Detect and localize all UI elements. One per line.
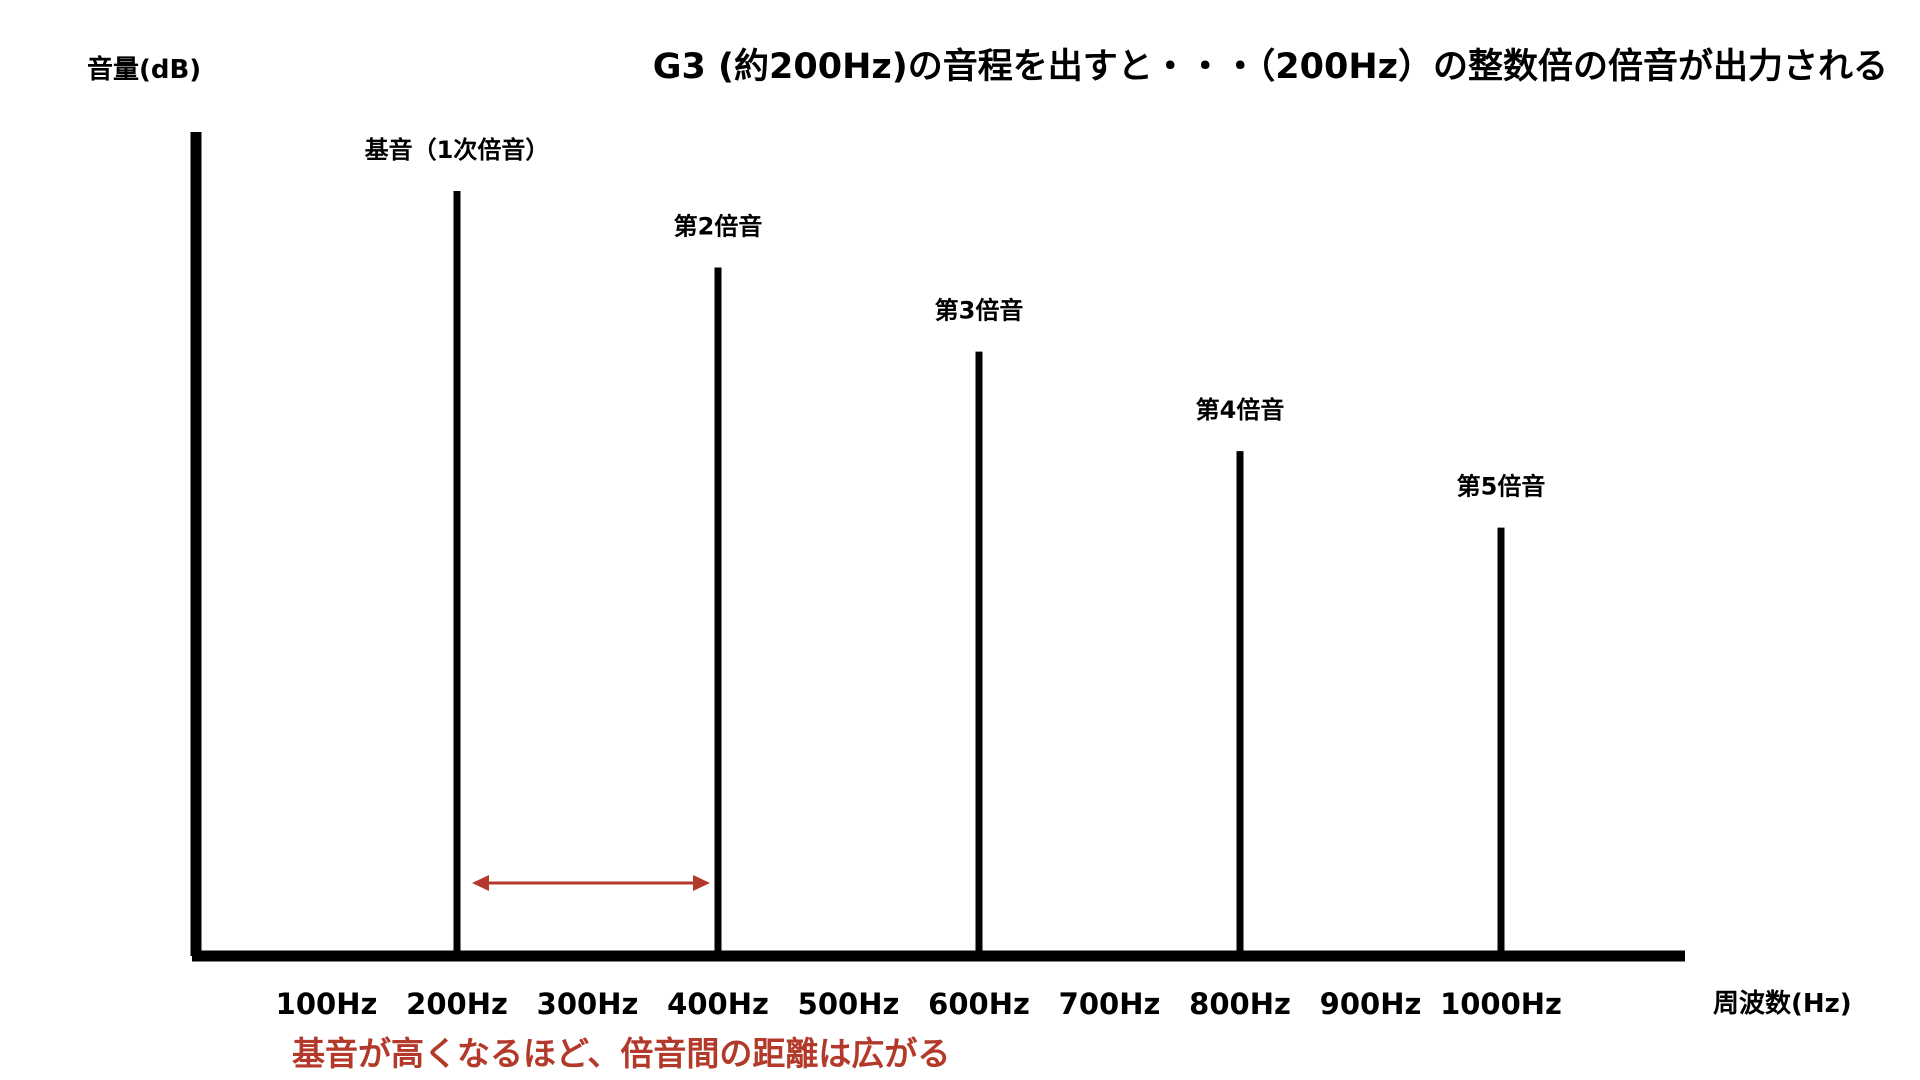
harmonic-label-1: 基音（1次倍音） [365,136,550,164]
x-tick-1000: 1000Hz [1440,987,1562,1021]
harmonic-label-3: 第3倍音 [935,297,1024,325]
x-tick-300: 300Hz [537,987,639,1021]
chart-title: G3 (約200Hz)の音程を出すと・・・（200Hz）の整数倍の倍音が出力され… [653,46,1888,87]
annotations: 基音が高くなるほど、倍音間の距離は広がる [292,875,950,1073]
harmonic-label-5: 第5倍音 [1457,473,1546,501]
x-tick-900: 900Hz [1320,987,1422,1021]
x-tick-200: 200Hz [406,987,508,1021]
harmonic-label-2: 第2倍音 [674,213,763,241]
x-tick-600: 600Hz [928,987,1030,1021]
x-tick-100: 100Hz [276,987,378,1021]
x-tick-labels: 100Hz 200Hz 300Hz 400Hz 500Hz 600Hz 700Hz 800Hz… [276,987,1562,1021]
x-axis-label: 周波数(Hz) [1713,989,1852,1019]
x-tick-700: 700Hz [1059,987,1161,1021]
y-axis-label: 音量(dB) [87,54,201,85]
interval-arrow-left-head [472,875,489,891]
x-tick-400: 400Hz [667,987,769,1021]
x-tick-800: 800Hz [1189,987,1291,1021]
interval-arrow-right-head [693,875,710,891]
x-tick-500: 500Hz [798,987,900,1021]
harmonic-label-4: 第4倍音 [1196,396,1285,424]
interval-note: 基音が高くなるほど、倍音間の距離は広がる [292,1034,950,1073]
